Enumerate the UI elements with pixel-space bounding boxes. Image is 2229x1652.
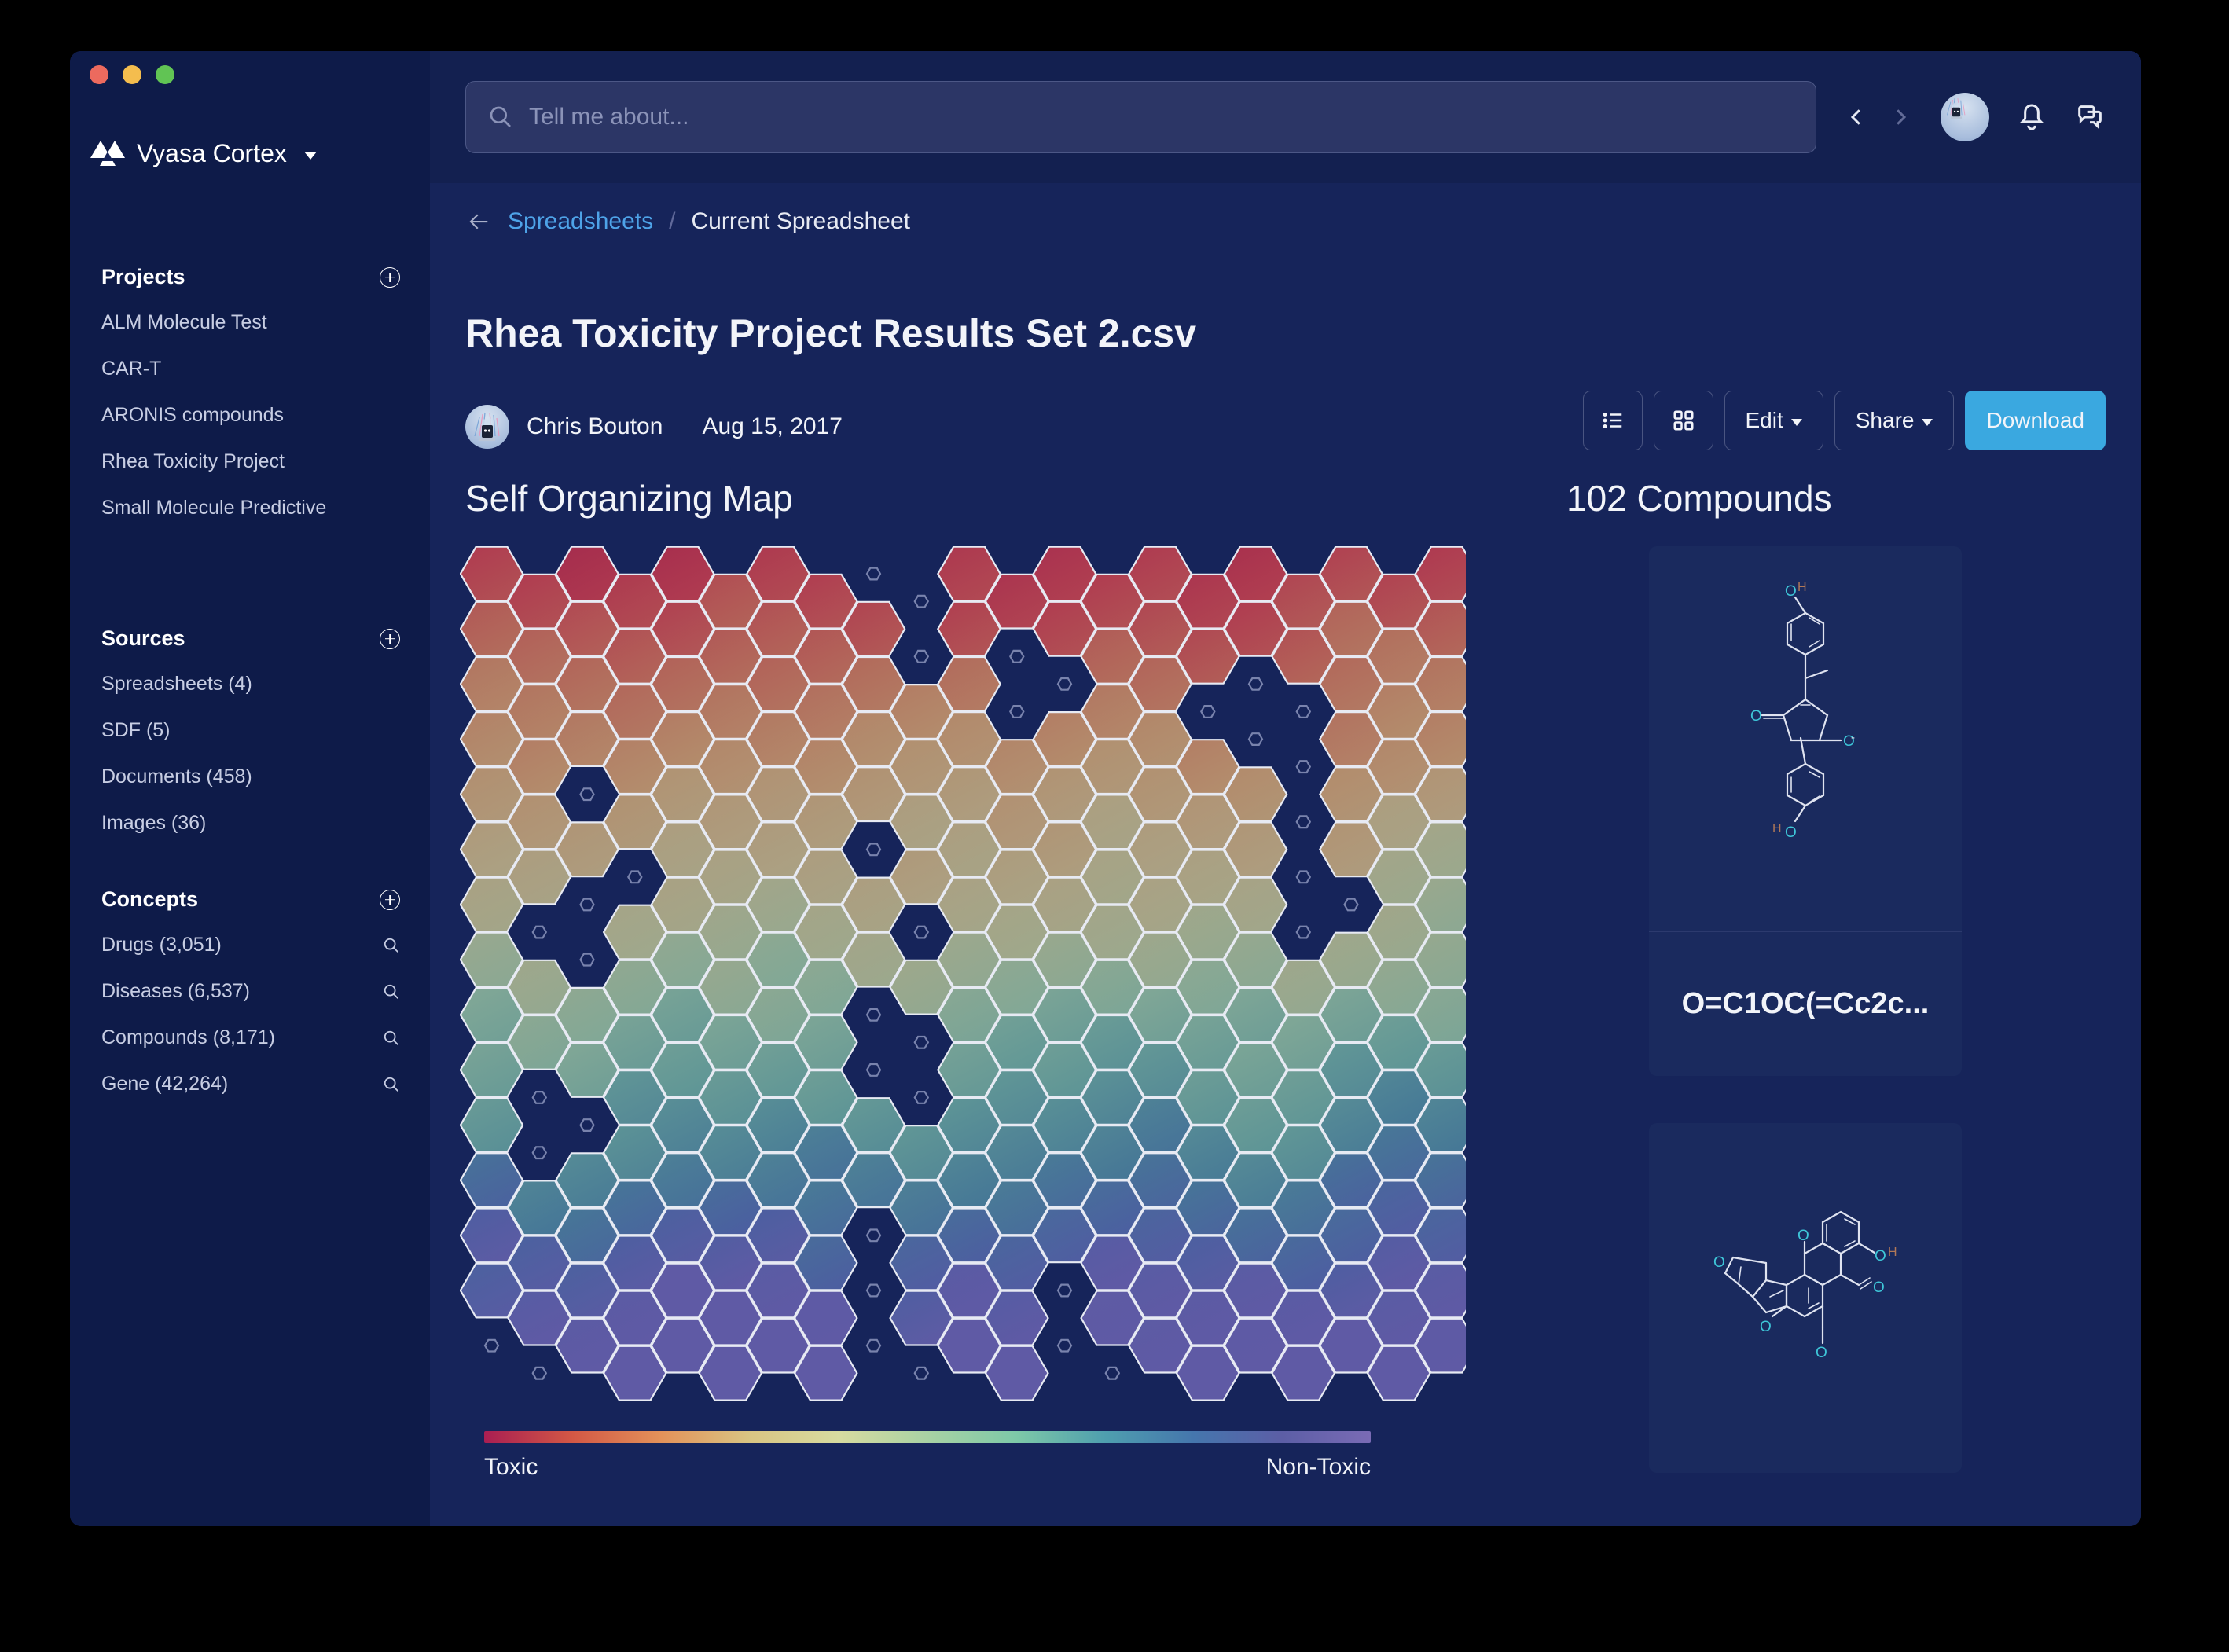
svg-text:O: O <box>1760 1319 1772 1335</box>
svg-text:O: O <box>1785 583 1797 600</box>
svg-text:H: H <box>1798 581 1807 594</box>
svg-text:H: H <box>1888 1246 1897 1259</box>
svg-text:O: O <box>1875 1248 1886 1265</box>
svg-text:O: O <box>1750 708 1762 725</box>
svg-text:O: O <box>1785 824 1797 841</box>
svg-text:O: O <box>1713 1254 1725 1271</box>
svg-text:H: H <box>1772 822 1782 835</box>
svg-text:O: O <box>1873 1279 1885 1296</box>
svg-text:O: O <box>1798 1228 1809 1244</box>
svg-text:O: O <box>1816 1345 1827 1361</box>
svg-text:-: - <box>1851 731 1855 744</box>
